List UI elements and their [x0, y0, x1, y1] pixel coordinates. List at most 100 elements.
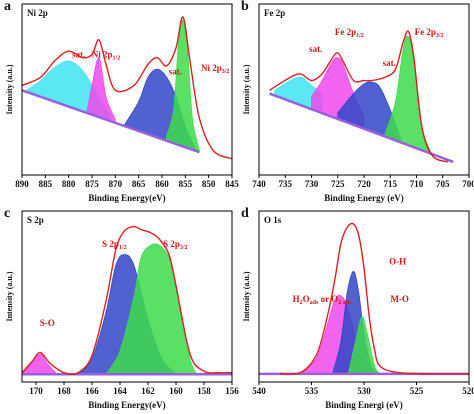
x-tick-label: 158 — [197, 386, 211, 396]
peak-label-part: sat. — [309, 44, 322, 54]
peak-label-part: sat. — [383, 58, 396, 68]
plot-area — [259, 222, 469, 376]
peak-label: Ni 2p1/2 — [92, 49, 120, 61]
peak-label: Fe 2p1/2 — [335, 27, 364, 39]
x-axis-label: Binding Energi (eV) — [325, 400, 403, 410]
x-tick-label: 715 — [384, 179, 398, 189]
peak-label-part: 3/2 — [436, 33, 444, 39]
peak-label: sat. — [383, 58, 396, 68]
peak-label-part: S-O — [40, 318, 55, 328]
peak-label-part: 1/2 — [113, 56, 121, 62]
peak-label-part: S 2p — [163, 239, 180, 249]
peak-label: O-H — [389, 256, 406, 266]
x-tick-label: 735 — [279, 179, 293, 189]
axes-frame — [21, 210, 233, 383]
x-tick-label: 166 — [85, 386, 99, 396]
x-tick-label: 540 — [252, 386, 266, 396]
y-axis-label: Intensity (a.u.) — [5, 64, 14, 114]
x-tick-label: 705 — [436, 179, 450, 189]
x-tick-label: 162 — [141, 386, 155, 396]
y-axis-label: Intensity (a.u.) — [242, 64, 251, 114]
peak-label: Fe 2p3/2 — [415, 27, 444, 39]
panel: 740 735 730 725 720 715 710 705 700 Binding Energ… — [241, 0, 474, 203]
x-tick-label: 850 — [202, 179, 216, 189]
peak-label: S 2p1/2 — [102, 239, 126, 251]
component-peak — [22, 353, 58, 375]
x-tick-label: 520 — [462, 386, 474, 396]
peak-label-part: ads — [310, 300, 319, 306]
y-axis-label: Intensity (a.u.) — [5, 271, 14, 321]
panel-title: Ni 2p — [27, 8, 48, 18]
x-tick-label: 885 — [39, 179, 53, 189]
peak-label-part: Ni 2p — [92, 49, 113, 59]
panel-letter: c — [4, 206, 10, 221]
x-tick-label: 525 — [410, 386, 424, 396]
peak-label-part: 2 — [300, 300, 303, 306]
x-tick-label: 700 — [462, 179, 474, 189]
x-tick-label: 845 — [225, 179, 239, 189]
x-axis-label: Binding Energy(eV) — [88, 400, 165, 410]
panel-letter: b — [241, 0, 249, 14]
peak-label: H2Oads or O2 ads — [293, 294, 352, 306]
x-tick-label: 870 — [109, 179, 123, 189]
panel-letter: d — [241, 206, 249, 221]
peak-label-part: H — [293, 294, 300, 304]
peak-label-part: 3/2 — [180, 246, 188, 252]
x-axis-label: Binding Energy (eV) — [324, 193, 404, 203]
peak-label-part: 1/2 — [356, 33, 364, 39]
peak-label-part: sat. — [72, 49, 85, 59]
axes-frame — [21, 3, 233, 176]
plot-area — [22, 16, 232, 160]
component-peak — [384, 35, 433, 156]
peak-label: sat. — [72, 49, 85, 59]
component-peak — [347, 316, 381, 375]
component-peak — [86, 57, 116, 124]
peak-label-part: or O — [318, 294, 338, 304]
x-tick-label: 730 — [305, 179, 319, 189]
peak-label-part: 1/2 — [119, 246, 127, 252]
peak-label: Ni 2p3/2 — [201, 63, 229, 75]
panel: 890 885 880 875 870 865 860 855 850 845 Binding En… — [4, 0, 239, 203]
peak-label-part: 3/2 — [222, 69, 230, 75]
peak-label: S 2p3/2 — [163, 239, 187, 251]
x-tick-label: 890 — [15, 179, 29, 189]
peak-label: M-O — [390, 294, 409, 304]
x-tick-label: 164 — [113, 386, 127, 396]
x-tick-label: 530 — [357, 386, 371, 396]
peak-label-part: S 2p — [102, 239, 119, 249]
peak-label-part: O-H — [389, 256, 406, 266]
x-tick-label: 170 — [29, 386, 43, 396]
panel-title: Fe 2p — [264, 8, 285, 18]
peak-label-part: sat. — [169, 66, 182, 76]
x-tick-label: 880 — [62, 179, 76, 189]
x-tick-label: 855 — [179, 179, 193, 189]
panel: 170 168 166 164 162 160 158 156 Binding Energy(e… — [4, 206, 239, 410]
panel-title: O 1s — [264, 215, 282, 225]
peak-label: sat. — [309, 44, 322, 54]
x-tick-label: 725 — [331, 179, 345, 189]
panel-title: S 2p — [27, 215, 44, 225]
envelope-line — [22, 16, 232, 160]
peak-label: sat. — [169, 66, 182, 76]
x-axis-label: Binding Energy(eV) — [88, 193, 165, 203]
x-tick-label: 740 — [252, 179, 266, 189]
background-line — [269, 92, 454, 164]
x-tick-label: 865 — [132, 179, 146, 189]
plot-area — [22, 225, 232, 376]
x-tick-label: 860 — [155, 179, 169, 189]
envelope-line — [279, 222, 469, 375]
x-tick-label: 156 — [225, 386, 239, 396]
component-peak — [105, 243, 198, 375]
peak-label-part: M-O — [390, 294, 409, 304]
x-tick-label: 720 — [357, 179, 371, 189]
background-line — [22, 89, 200, 154]
panel: 540 535 530 525 520 Binding Energi (eV) Intens… — [241, 206, 474, 410]
x-tick-label: 710 — [410, 179, 424, 189]
x-tick-label: 168 — [57, 386, 71, 396]
envelope-line — [22, 225, 232, 376]
peak-label: S-O — [40, 318, 55, 328]
peak-label-part: Fe 2p — [335, 27, 356, 37]
x-tick-label: 535 — [305, 386, 319, 396]
x-tick-label: 875 — [85, 179, 99, 189]
